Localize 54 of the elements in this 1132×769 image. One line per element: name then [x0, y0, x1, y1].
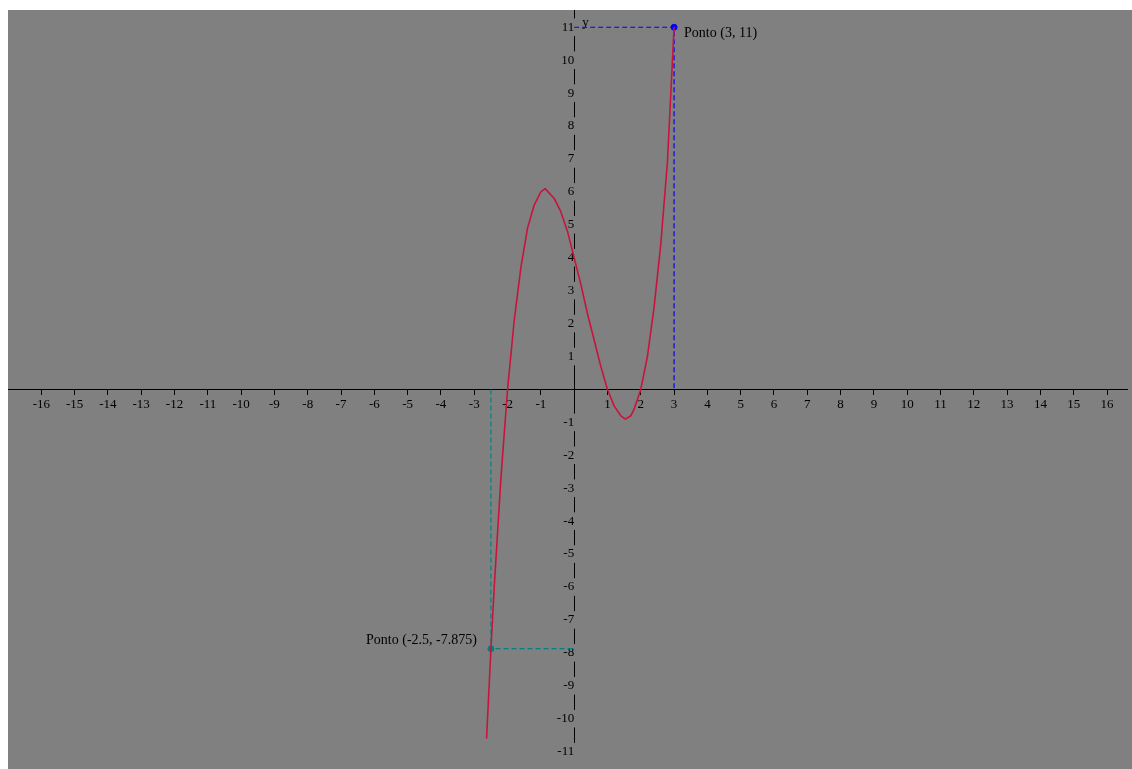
x-tick-label: 12 — [967, 395, 981, 411]
x-tick-label: 5 — [737, 395, 744, 411]
y-tick-label: -2 — [563, 446, 575, 462]
y-tick-label: 10 — [561, 51, 575, 67]
y-tick-label: 3 — [567, 282, 575, 298]
x-tick-label: -10 — [232, 395, 250, 411]
x-tick-label: -5 — [402, 395, 414, 411]
y-tick-label: -6 — [563, 578, 575, 594]
x-tick-label: -11 — [199, 395, 217, 411]
y-tick-label: 6 — [567, 183, 575, 199]
x-tick-label: -1 — [535, 395, 547, 411]
x-tick-label: 8 — [837, 395, 844, 411]
y-tick-label: 7 — [567, 150, 575, 166]
x-tick-label: 16 — [1100, 395, 1115, 411]
x-tick-label: 14 — [1033, 395, 1048, 411]
x-tick-label: 2 — [637, 395, 645, 411]
y-tick-label: -7 — [563, 611, 575, 627]
x-tick-label: 1 — [604, 395, 611, 411]
x-tick-label: 4 — [704, 395, 712, 411]
y-tick-label: 8 — [567, 117, 575, 133]
x-tick-label: -6 — [368, 395, 381, 411]
y-tick-label: 5 — [567, 216, 575, 232]
x-tick-label: -8 — [302, 395, 314, 411]
x-tick-label: 15 — [1067, 395, 1081, 411]
y-tick-label: -4 — [563, 512, 575, 528]
y-tick-label: 11 — [561, 18, 575, 34]
x-tick-label: -16 — [32, 395, 51, 411]
y-tick-label: -11 — [557, 743, 575, 759]
annotation: Ponto (3, 11) — [684, 24, 758, 41]
x-tick-label: -14 — [99, 395, 118, 411]
x-tick-label: -4 — [435, 395, 447, 411]
x-tick-label: -15 — [65, 395, 84, 411]
y-tick-label: -5 — [563, 545, 575, 561]
x-tick-label: -9 — [269, 395, 280, 411]
y-tick-label: 1 — [567, 347, 575, 363]
x-tick-label: 3 — [670, 395, 678, 411]
x-tick-label: -3 — [468, 395, 480, 411]
y-tick-label: -9 — [563, 677, 575, 693]
y-tick-label: -3 — [563, 479, 575, 495]
x-tick-label: 7 — [804, 395, 812, 411]
x-tick-label: -12 — [165, 395, 184, 411]
x-tick-label: 10 — [900, 395, 914, 411]
x-tick-label: -7 — [335, 395, 347, 411]
annotation: Ponto (-2.5, -7.875) — [366, 632, 478, 649]
x-tick-label: -13 — [132, 395, 150, 411]
y-tick-label: 2 — [567, 315, 575, 331]
x-tick-label: 11 — [934, 395, 947, 411]
y-tick-label: -10 — [556, 710, 575, 726]
x-tick-label: 9 — [870, 395, 878, 411]
y-axis-title: y — [582, 14, 590, 30]
y-tick-label: -1 — [563, 413, 575, 429]
x-tick-label: 6 — [770, 395, 778, 411]
x-tick-label: 13 — [1000, 395, 1014, 411]
y-tick-label: 9 — [567, 84, 575, 100]
